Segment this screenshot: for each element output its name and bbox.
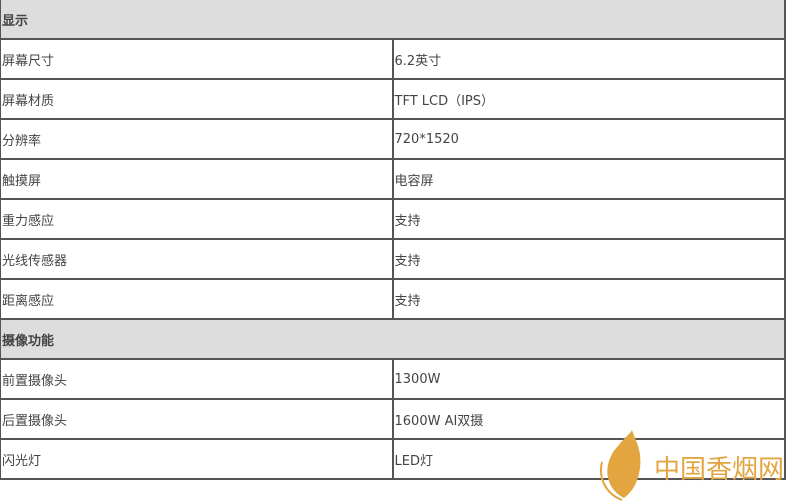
table-row: 重力感应 支持 (0, 198, 786, 240)
spec-label: 后置摄像头 (0, 398, 394, 440)
spec-value: 支持 (391, 198, 786, 240)
spec-label: 屏幕材质 (0, 78, 394, 120)
spec-label: 屏幕尺寸 (0, 38, 394, 80)
spec-value: TFT LCD（IPS） (391, 78, 786, 120)
section-title: 摄像功能 (0, 318, 786, 360)
spec-label: 分辨率 (0, 118, 394, 160)
spec-label: 光线传感器 (0, 238, 394, 280)
spec-value: 支持 (391, 278, 786, 320)
spec-value: 电容屏 (391, 158, 786, 200)
spec-value: 6.2英寸 (391, 38, 786, 80)
section-header-row: 显示 (0, 0, 786, 40)
spec-label: 重力感应 (0, 198, 394, 240)
table-row: 后置摄像头 1600W AI双摄 (0, 398, 786, 440)
spec-label: 闪光灯 (0, 438, 394, 480)
section-title: 显示 (0, 0, 786, 40)
spec-value: 支持 (391, 238, 786, 280)
spec-value: 1600W AI双摄 (391, 398, 786, 440)
spec-value: LED灯 (391, 438, 786, 480)
spec-table: 显示 屏幕尺寸 6.2英寸 屏幕材质 TFT LCD（IPS） 分辨率 720*1520 触摸… (0, 0, 786, 480)
table-row: 分辨率 720*1520 (0, 118, 786, 160)
spec-value: 720*1520 (391, 118, 786, 160)
table-row: 前置摄像头 1300W (0, 358, 786, 400)
table-row: 闪光灯 LED灯 (0, 438, 786, 480)
table-row: 屏幕材质 TFT LCD（IPS） (0, 78, 786, 120)
spec-value: 1300W (391, 358, 786, 400)
table-row: 触摸屏 电容屏 (0, 158, 786, 200)
spec-label: 前置摄像头 (0, 358, 394, 400)
table-row: 光线传感器 支持 (0, 238, 786, 280)
section-header-row: 摄像功能 (0, 318, 786, 360)
spec-label: 触摸屏 (0, 158, 394, 200)
spec-label: 距离感应 (0, 278, 394, 320)
table-row: 距离感应 支持 (0, 278, 786, 320)
table-row: 屏幕尺寸 6.2英寸 (0, 38, 786, 80)
